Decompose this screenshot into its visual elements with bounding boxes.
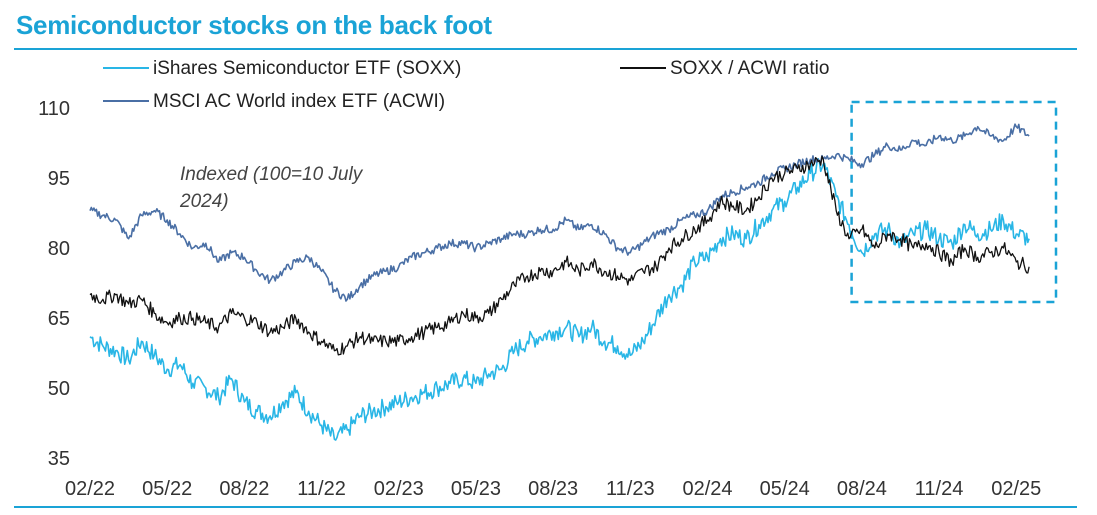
x-tick-label: 05/22 — [142, 478, 192, 500]
series-layer — [89, 123, 1030, 441]
axis-layer: 110 95 80 65 50 35 02/22 05/22 08/22 11/22 02/23 05… — [38, 98, 1041, 500]
legend-label-ratio: SOXX / ACWI ratio — [670, 58, 829, 79]
y-tick-label: 110 — [38, 98, 70, 120]
x-tick-label: 08/22 — [219, 478, 269, 500]
x-tick-label: 05/24 — [760, 478, 810, 500]
y-tick-label: 80 — [48, 238, 70, 260]
annotation-line-2: 2024) — [179, 191, 229, 212]
y-tick-label: 35 — [48, 448, 70, 470]
title-divider — [14, 48, 1077, 50]
x-tick-label: 02/25 — [991, 478, 1041, 500]
y-tick-label: 50 — [48, 378, 70, 400]
x-tick-label: 02/22 — [65, 478, 115, 500]
bottom-divider — [14, 506, 1077, 508]
legend: iShares Semiconductor ETF (SOXX) SOXX / A… — [103, 58, 829, 112]
legend-label-soxx: iShares Semiconductor ETF (SOXX) — [153, 58, 461, 79]
x-tick-label: 02/23 — [374, 478, 424, 500]
chart-title: Semiconductor stocks on the back foot — [16, 10, 492, 40]
legend-label-acwi: MSCI AC World index ETF (ACWI) — [153, 91, 445, 112]
x-tick-label: 08/24 — [837, 478, 887, 500]
x-tick-label: 11/24 — [915, 478, 964, 500]
y-tick-label: 95 — [48, 168, 70, 190]
x-tick-label: 08/23 — [528, 478, 578, 500]
y-tick-label: 65 — [48, 308, 70, 330]
series-line-ratio — [89, 155, 1030, 356]
x-tick-label: 05/23 — [451, 478, 501, 500]
x-tick-label: 02/24 — [682, 478, 732, 500]
series-line-soxx — [89, 157, 1030, 441]
series-line-acwi — [89, 123, 1030, 302]
x-tick-label: 11/23 — [606, 478, 655, 500]
x-tick-label: 11/22 — [297, 478, 346, 500]
highlight-box — [850, 100, 1058, 304]
annotation-line-1: Indexed (100=10 July — [180, 164, 364, 185]
highlight-layer — [850, 100, 1058, 304]
